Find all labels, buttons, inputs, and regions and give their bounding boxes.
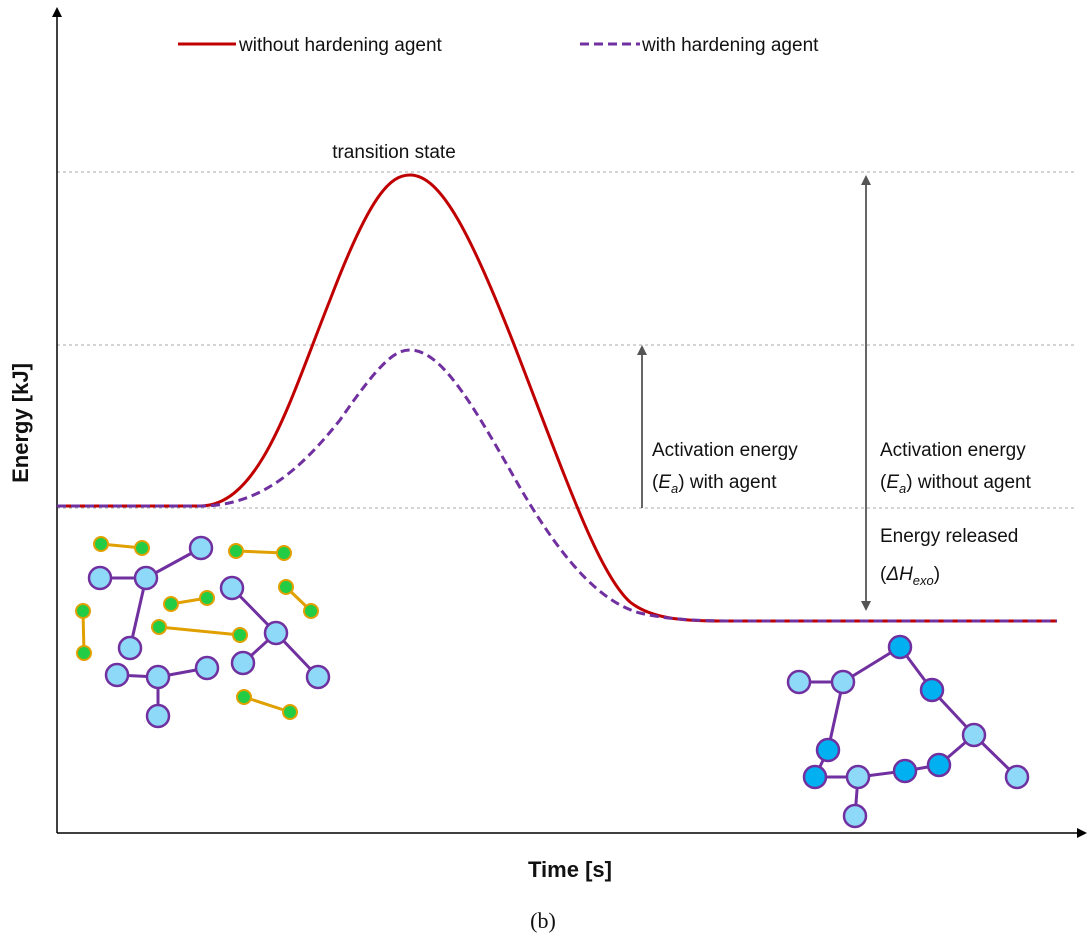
annotation-part: ΔH <box>885 564 913 585</box>
y-axis-title: Energy [kJ] <box>8 363 33 483</box>
legend-label: with hardening agent <box>641 35 819 56</box>
curve-with-agent <box>57 348 1057 623</box>
reactant-molecules <box>75 535 331 729</box>
annotation-part: ) with agent <box>678 472 777 493</box>
annotation: Energy released <box>880 526 1018 547</box>
legend-label: without hardening agent <box>238 35 443 56</box>
annotation: (Ea) with agent <box>652 472 777 496</box>
peak-label: transition state <box>332 142 456 163</box>
x-axis-title: Time [s] <box>528 857 612 882</box>
annotation-part: E <box>658 472 671 493</box>
reference-lines <box>57 171 1077 509</box>
annotation-part: a <box>899 481 906 496</box>
curve-without-agent <box>57 173 1057 623</box>
annotation-part: ( <box>880 472 887 493</box>
caption: (b) <box>530 908 556 933</box>
product-network <box>786 634 1030 829</box>
annotation-part: E <box>886 472 899 493</box>
annotation: (ΔHexo) <box>880 564 940 588</box>
annotation: Activation energy <box>880 440 1026 461</box>
annotation-part: ( <box>880 564 887 585</box>
annotation-part: ) without agent <box>906 472 1031 493</box>
annotation-part: a <box>671 481 678 496</box>
annotation-part: ( <box>652 472 659 493</box>
annotation: Activation energy <box>652 440 798 461</box>
annotation-part: ) <box>934 564 940 585</box>
annotation-part: exo <box>913 573 934 588</box>
annotation: (Ea) without agent <box>880 472 1032 496</box>
